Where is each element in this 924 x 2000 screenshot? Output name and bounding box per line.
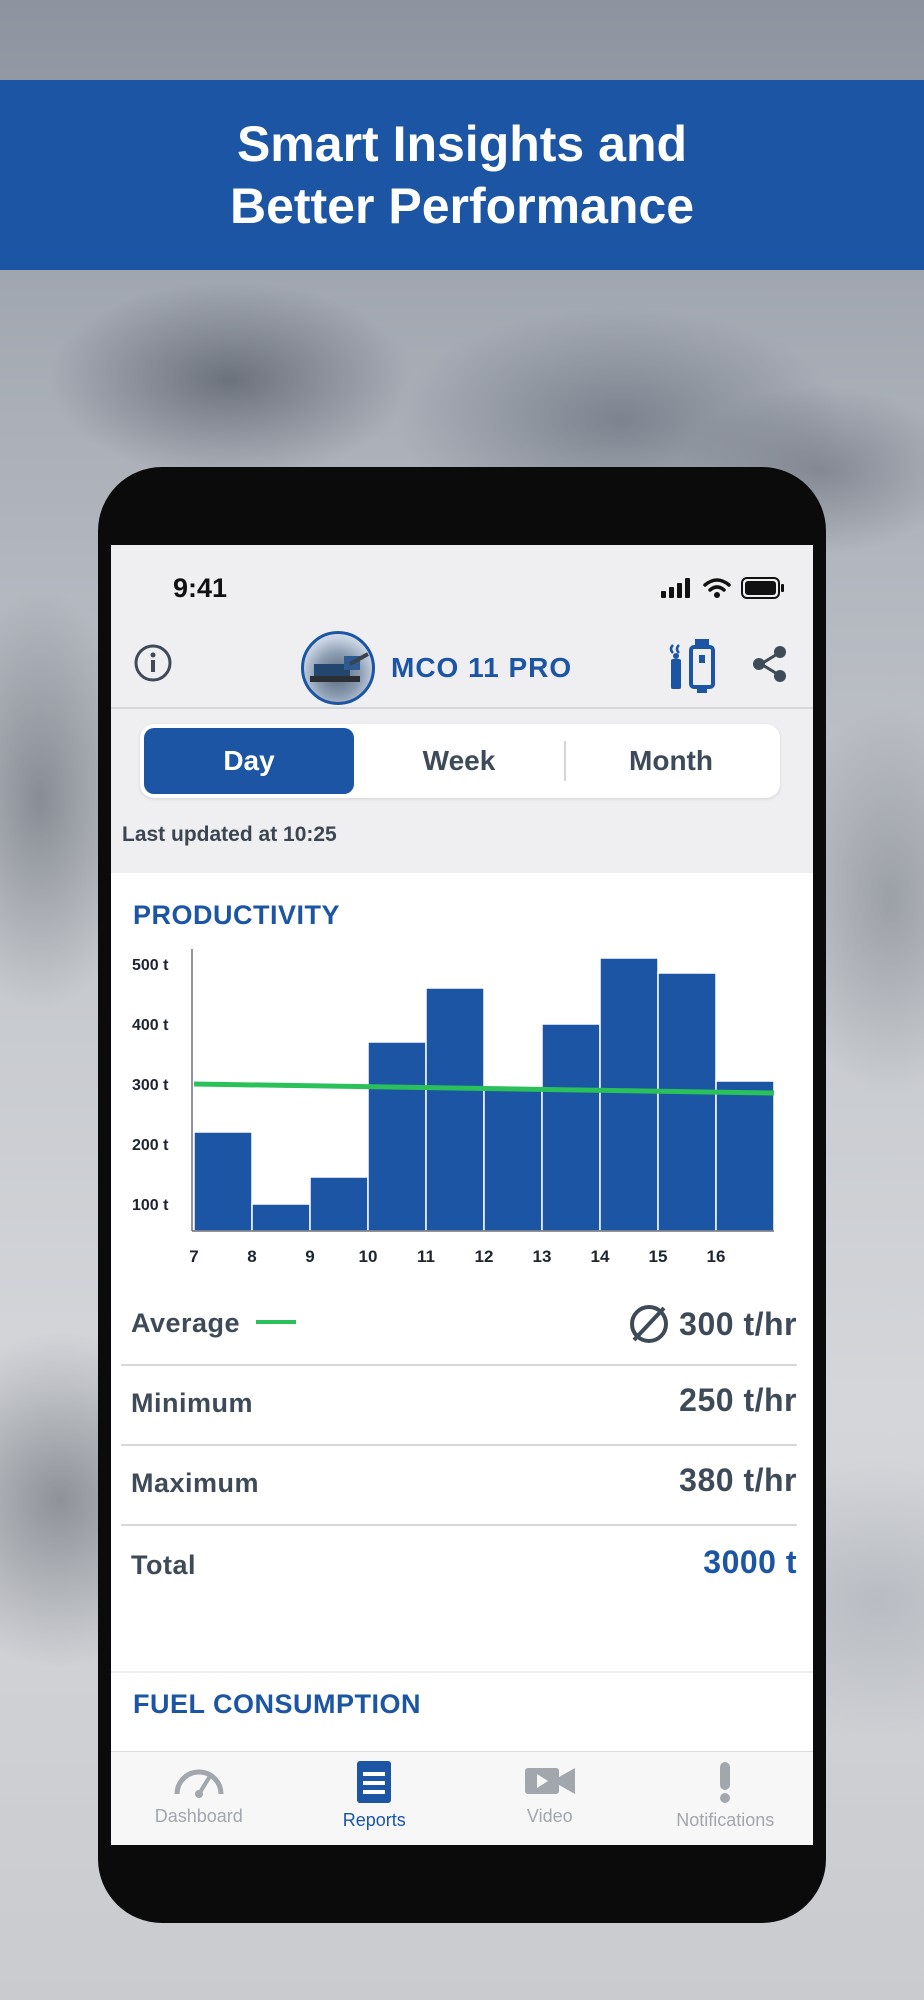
tab-dashboard[interactable]: Dashboard [111,1752,287,1845]
maximum-value: 380 t/hr [679,1462,797,1498]
maximum-label: Maximum [131,1468,260,1498]
chart-bar [309,1176,369,1232]
y-tick-label: 200 t [132,1137,169,1154]
chart-bar [599,957,659,1232]
tab-dashboard-label: Dashboard [154,1806,243,1826]
reports-icon [357,1761,392,1803]
chart-bar [715,1080,775,1232]
stat-maximum: Maximum 380 t/hr [121,1444,797,1526]
y-tick-label: 100 t [132,1197,169,1214]
video-icon [524,1768,575,1794]
banner-line-1: Smart Insights and [236,116,688,172]
banner-line-2: Better Performance [229,178,695,234]
chart-bar [367,1041,427,1232]
tab-video-label: Video [526,1806,573,1826]
average-line [193,1081,775,1096]
y-tick-label: 300 t [132,1077,169,1094]
share-icon[interactable] [749,643,791,685]
battery-icon [741,577,784,599]
remote-control-icon[interactable] [665,635,721,693]
signal-icon [661,578,690,598]
promo-banner: Smart Insights and Better Performance [0,80,924,270]
chart-bar [541,1023,601,1232]
y-tick-label: 500 t [132,957,169,974]
minimum-value: 250 t/hr [679,1382,797,1418]
alert-icon [720,1762,731,1803]
app-screen: 9:41 [111,545,813,1845]
chart-bar [657,972,717,1232]
average-value: 300 t/hr [627,1302,797,1346]
productivity-chart: 100 t 200 t 300 t 400 t 500 t 7 8 9 10 11 12 13 14 15… [132,949,775,1266]
x-tick-label: 10 [359,1247,378,1266]
chart-bar [483,1089,543,1232]
info-icon[interactable] [133,643,173,683]
fuel-title: FUEL CONSUMPTION [133,1689,422,1719]
total-value: 3000 t [703,1544,797,1580]
period-selector: Day Week Month [140,724,780,798]
x-tick-label: 11 [417,1247,435,1266]
tab-notifications[interactable]: Notifications [638,1752,814,1845]
x-tick-label: 8 [247,1247,256,1266]
gauge-icon [174,1769,224,1798]
productivity-title: PRODUCTIVITY [133,900,341,930]
app-header: MCO 11 PRO [111,631,813,709]
x-tick-label: 15 [649,1247,668,1266]
x-tick-label: 12 [475,1247,494,1266]
stat-total: Total 3000 t [121,1526,797,1606]
bottom-tab-bar: Dashboard Reports Video Notif [111,1751,813,1845]
chart-bar [251,1203,311,1232]
tab-video[interactable]: Video [462,1752,638,1845]
stat-minimum: Minimum 250 t/hr [121,1364,797,1446]
tab-reports[interactable]: Reports [287,1752,463,1845]
x-tick-label: 14 [591,1247,610,1266]
status-icons [661,577,785,599]
tab-week[interactable]: Week [422,745,496,776]
chart-bar [425,987,485,1232]
status-bar: 9:41 [111,545,813,631]
wifi-icon [703,578,731,598]
minimum-label: Minimum [131,1388,253,1418]
machine-title: MCO 11 PRO [391,652,573,683]
last-updated-text: Last updated at 10:25 [122,823,337,846]
fuel-card: FUEL CONSUMPTION [111,1673,813,1763]
tab-notifications-label: Notifications [676,1810,775,1830]
x-tick-label: 13 [533,1247,552,1266]
stat-average: Average 300 t/hr [121,1284,797,1366]
average-symbol-icon [630,1305,669,1343]
tab-day[interactable]: Day [144,728,354,794]
tab-reports-label: Reports [342,1810,406,1830]
status-time: 9:41 [173,573,228,603]
productivity-card: PRODUCTIVITY 100 t 200 t 300 t 400 t 500 t 7 8… [111,873,813,1671]
x-tick-label: 16 [707,1247,726,1266]
chart-bar [193,1131,253,1232]
average-label: Average [131,1308,297,1339]
x-tick-label: 9 [305,1247,314,1266]
average-legend-line [256,1319,297,1324]
machine-avatar [301,631,375,705]
segment-divider [564,741,566,781]
total-label: Total [131,1550,196,1580]
tab-month[interactable]: Month [629,745,713,776]
machine-brand: MCO 11 PRO [301,631,572,705]
y-tick-label: 400 t [132,1017,169,1034]
x-tick-label: 7 [189,1247,198,1266]
